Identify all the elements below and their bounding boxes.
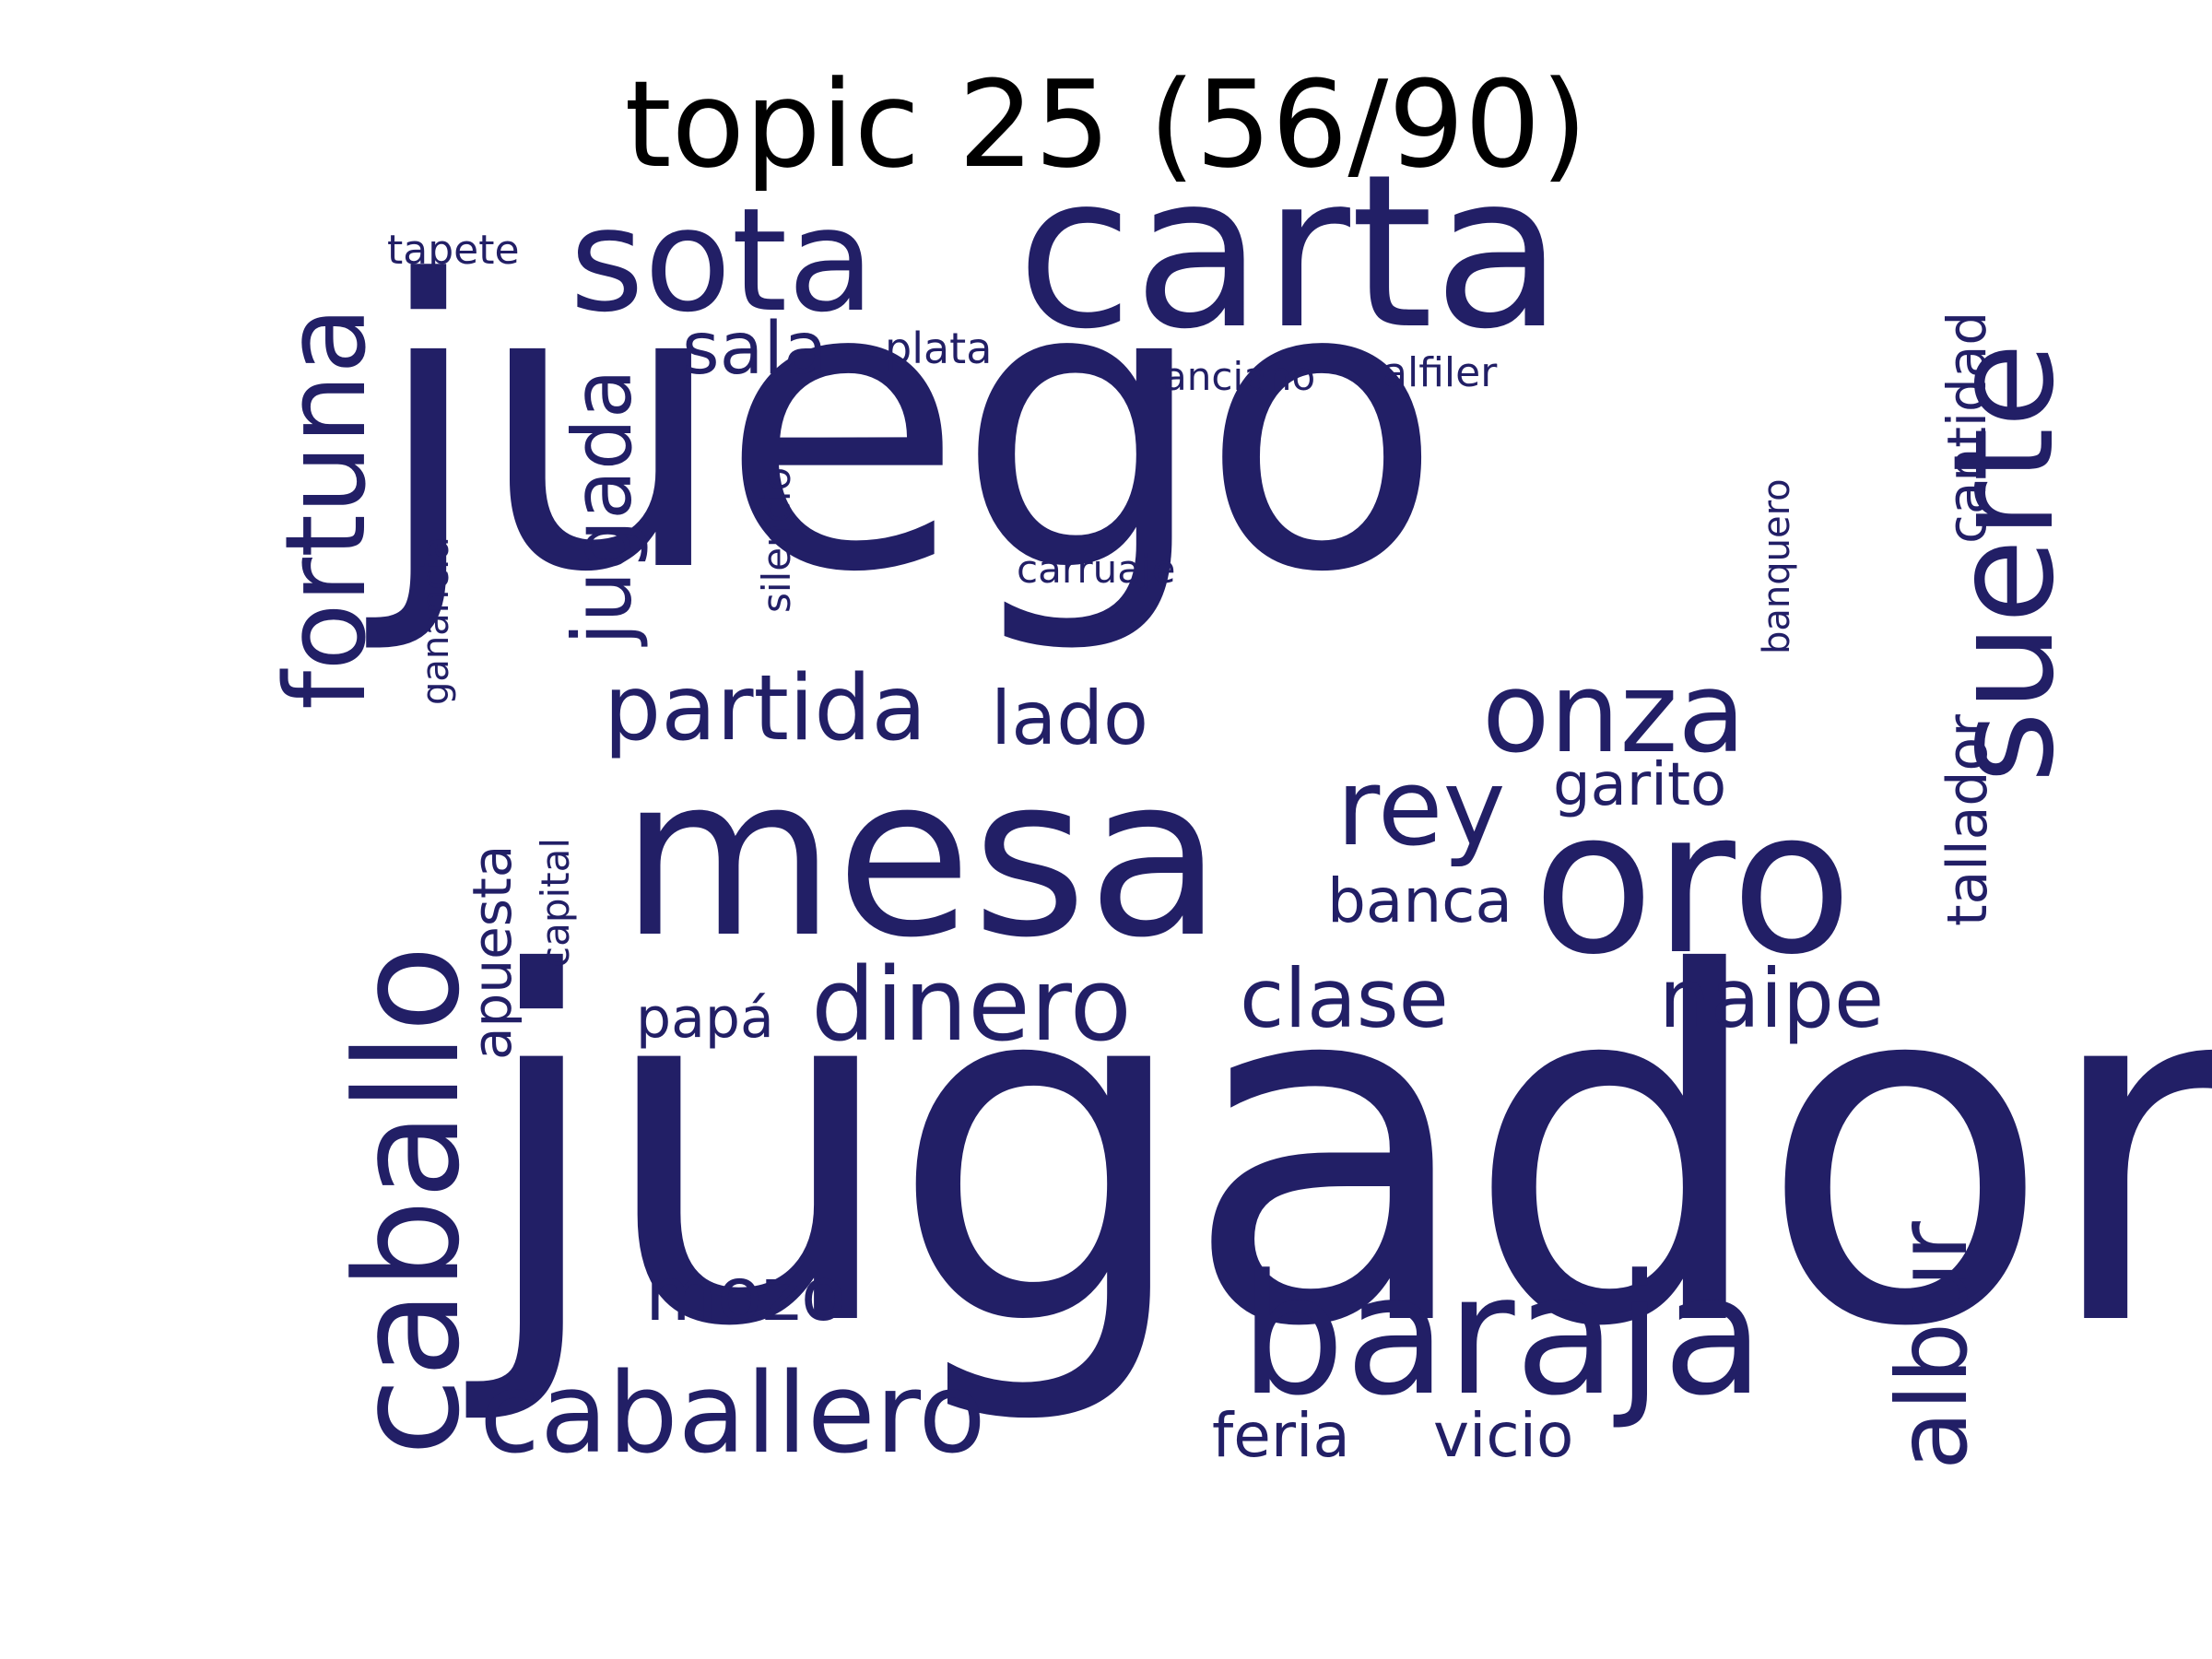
word-juego: juego — [373, 198, 1443, 659]
word-naipe: naipe — [1659, 951, 1885, 1046]
word-anciano: anciano — [1163, 354, 1316, 399]
word-jugada: jugada — [555, 369, 650, 645]
word-tallador: tallador — [1936, 714, 2000, 926]
word-dinero: dinero — [811, 946, 1132, 1064]
word-clase: clase — [1240, 951, 1449, 1046]
word-vicio: vicio — [1433, 1400, 1574, 1471]
word-garito: garito — [1553, 751, 1727, 819]
word-mozo: mozo — [645, 1252, 846, 1337]
word-silencio: silencio — [754, 466, 799, 613]
word-apuesta: apuesta — [461, 844, 524, 1060]
word-tapete: tapete — [387, 227, 520, 274]
word-carta: carta — [1017, 130, 1564, 376]
word-sala: sala — [682, 308, 828, 391]
word-plata: plata — [885, 324, 993, 373]
word-albur: albur — [1877, 1221, 1989, 1470]
word-ganancia: ganancia — [415, 536, 457, 705]
word-lado: lado — [991, 676, 1148, 761]
word-alfiler: alfiler — [1382, 349, 1498, 396]
word-papa: papá — [636, 986, 774, 1051]
word-caballo: caballo — [324, 945, 491, 1456]
word-banquero: banquero — [1756, 478, 1798, 654]
word-banca: banca — [1327, 865, 1512, 936]
word-capital: capital — [533, 837, 578, 968]
word-carruaje: carruaje — [1017, 547, 1176, 592]
word-mesa: mesa — [620, 728, 1223, 986]
chart-title: topic 25 (56/90) — [624, 54, 1588, 194]
word-oro: oro — [1533, 767, 1853, 998]
word-feria: feria — [1212, 1400, 1350, 1471]
word-partida: partida — [604, 656, 927, 761]
word-fortuna: fortuna — [263, 306, 391, 710]
word-cantidad: cantidad — [1936, 311, 1998, 544]
word-rey: rey — [1336, 747, 1506, 870]
word-onza: onza — [1482, 650, 1746, 778]
word-caballero: caballero — [479, 1350, 986, 1478]
word-sota: sota — [570, 177, 876, 344]
word-baraja: baraja — [1240, 1240, 1765, 1432]
word-jugador: jugador — [475, 873, 2212, 1431]
